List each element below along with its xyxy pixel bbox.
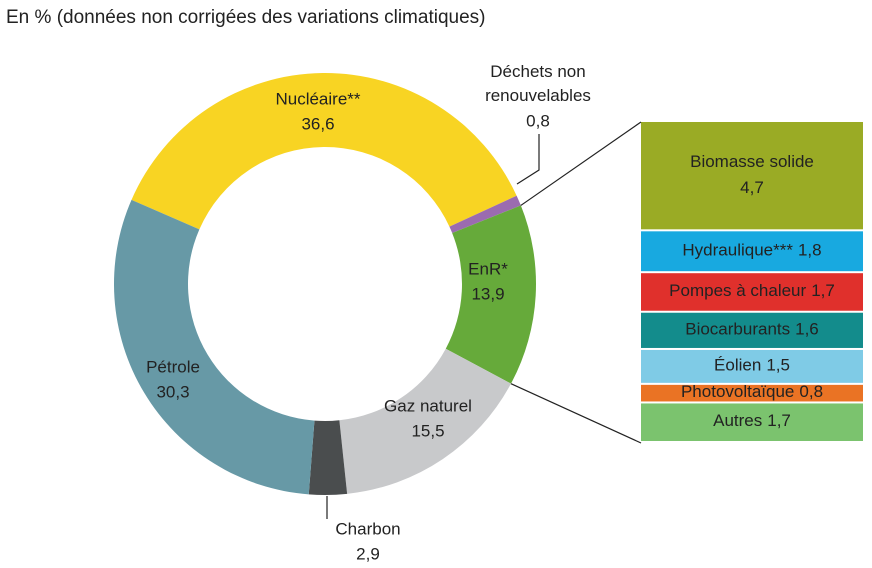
donut-slice xyxy=(449,195,521,233)
breakdown-segment xyxy=(641,122,863,230)
value-label: 13,9 xyxy=(471,284,504,303)
donut-slice xyxy=(113,199,315,495)
value-label: 30,3 xyxy=(156,382,189,401)
slice-label: Déchets non renouvelables xyxy=(485,62,591,105)
slice-label: EnR* xyxy=(468,259,508,278)
leader-line xyxy=(516,134,540,185)
segment-value: 1,5 xyxy=(766,356,790,375)
segment-value: 1,7 xyxy=(811,281,835,300)
chart-title: En % (données non corrigées des variatio… xyxy=(6,7,485,28)
segment-value: 4,7 xyxy=(740,178,764,197)
slice-label: Gaz naturel xyxy=(384,396,472,415)
donut-slice xyxy=(308,420,348,496)
segment-label: Éolien 1,5 xyxy=(714,356,790,375)
segment-name: Photovoltaïque xyxy=(681,383,794,402)
breakdown-segment xyxy=(641,312,863,348)
breakdown-segment xyxy=(641,231,863,272)
donut-slice xyxy=(339,348,511,494)
slice-label: Pétrole xyxy=(146,357,200,376)
value-label: 36,6 xyxy=(301,114,334,133)
connector xyxy=(510,383,642,444)
segment-label: Pompes à chaleur 1,7 xyxy=(669,281,835,300)
value-label: 0,8 xyxy=(526,111,550,130)
slice-label: Charbon xyxy=(335,519,400,538)
slice-label: Nucléaire** xyxy=(275,89,360,108)
breakdown-segment xyxy=(641,384,863,402)
connector xyxy=(520,121,642,206)
segment-value: 0,8 xyxy=(799,383,823,402)
segment-name: Pompes à chaleur xyxy=(669,281,806,300)
breakdown-segment xyxy=(641,273,863,311)
value-label: 2,9 xyxy=(356,544,380,563)
segment-name: Éolien xyxy=(714,356,761,375)
breakdown-segment xyxy=(641,349,863,383)
segment-name: Biocarburants xyxy=(685,320,790,339)
segment-label: Photovoltaïque 0,8 xyxy=(681,383,823,402)
segment-label: Biocarburants 1,6 xyxy=(685,320,819,339)
segment-label: Biomasse solide xyxy=(690,152,814,171)
donut-slice xyxy=(131,73,517,230)
segment-value: 1,6 xyxy=(795,320,819,339)
segment-name: Autres xyxy=(713,412,762,431)
segment-value: 1,7 xyxy=(767,412,791,431)
segment-label: Hydraulique*** 1,8 xyxy=(682,241,821,260)
breakdown-segment xyxy=(641,403,863,441)
segment-name: Hydraulique*** xyxy=(682,241,793,260)
segment-value: 1,8 xyxy=(798,241,822,260)
segment-label: Autres 1,7 xyxy=(713,412,791,431)
value-label: 15,5 xyxy=(411,421,444,440)
donut-slice xyxy=(445,205,536,384)
